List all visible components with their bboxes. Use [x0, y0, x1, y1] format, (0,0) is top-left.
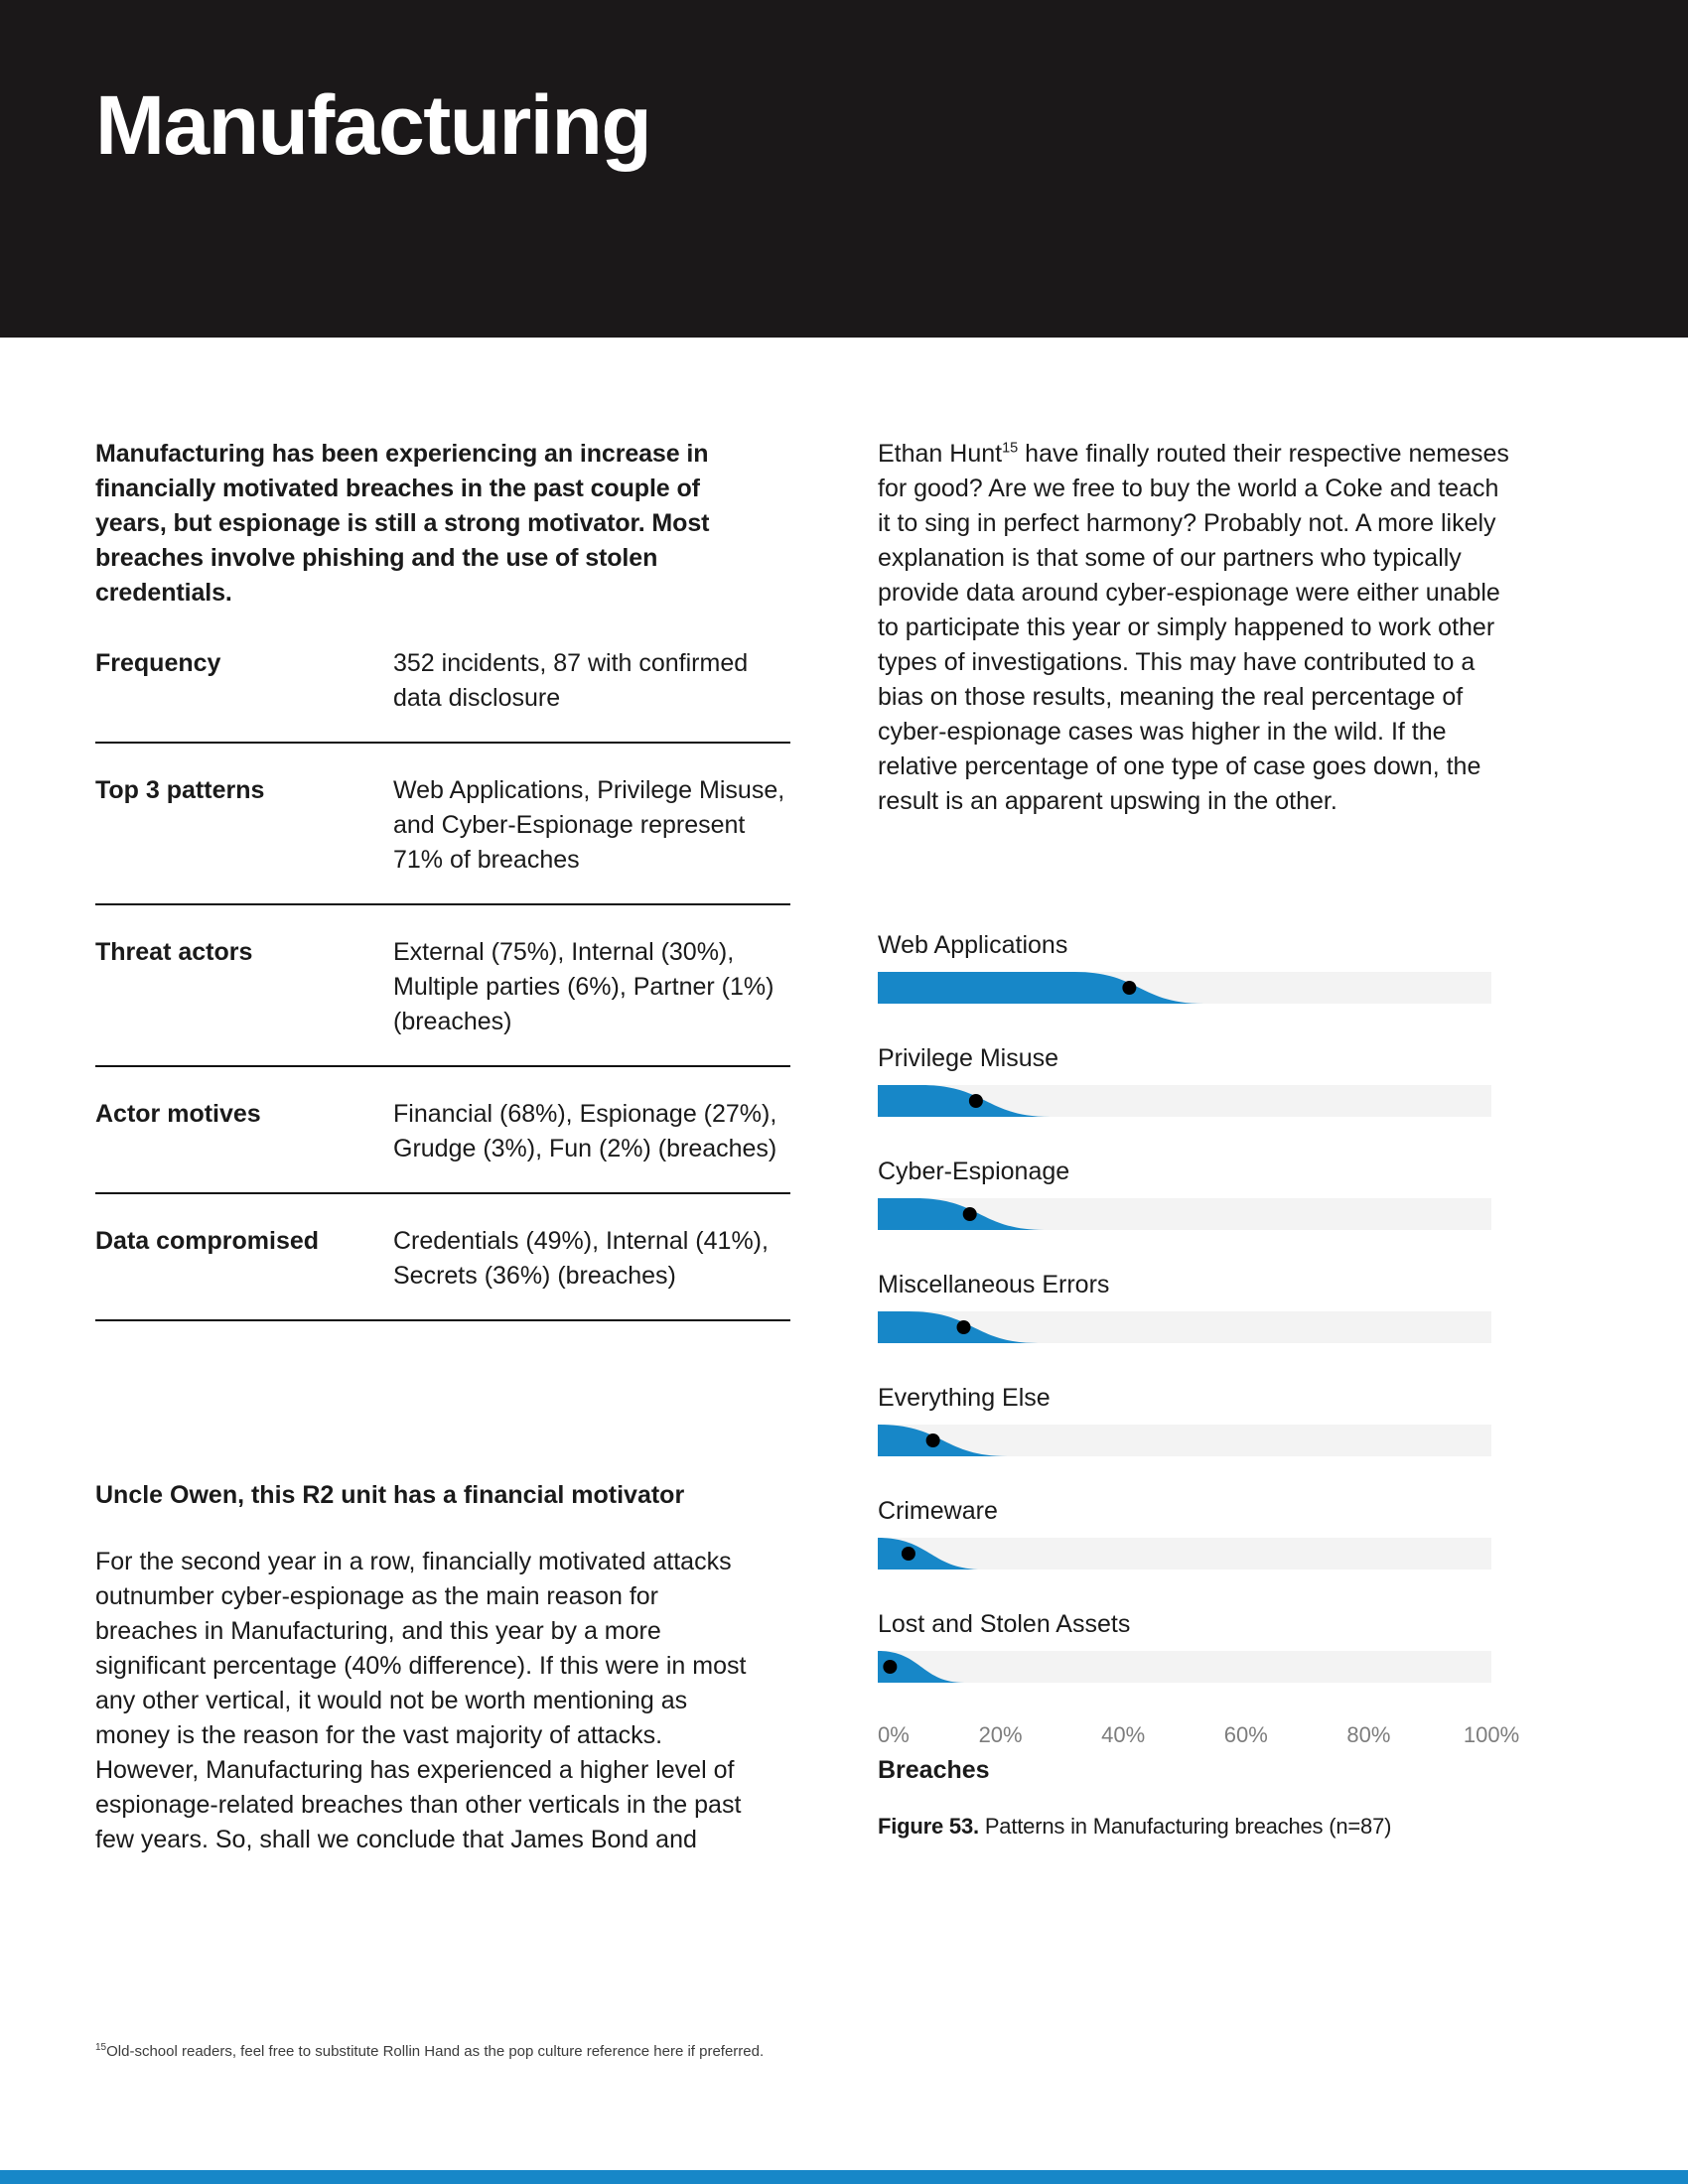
pattern-bar — [878, 1651, 1491, 1683]
summary-table-row: Data compromised Credentials (49%), Inter… — [95, 1194, 790, 1321]
footnote-reference: 15 — [1002, 440, 1019, 457]
section-heading: Uncle Owen, this R2 unit has a financial… — [95, 1481, 685, 1509]
content-area: Manufacturing has been experiencing an i… — [0, 338, 1688, 1857]
summary-row-label: Threat actors — [95, 938, 253, 966]
x-axis-ticks: 0% 20% 40% 60% 80% 100% — [878, 1722, 1519, 1754]
summary-row-label: Actor motives — [95, 1100, 261, 1128]
intro-paragraph: Manufacturing has been experiencing an i… — [95, 440, 710, 607]
summary-row-label: Top 3 patterns — [95, 776, 265, 804]
pattern-bar — [878, 1538, 1491, 1570]
pattern-row: Everything Else — [878, 1383, 1513, 1456]
pattern-row: Privilege Misuse — [878, 1043, 1513, 1117]
column-gap — [790, 437, 878, 1857]
pattern-label: Everything Else — [878, 1384, 1051, 1412]
pattern-label: Lost and Stolen Assets — [878, 1610, 1131, 1638]
body-text: have finally routed their respective nem… — [878, 440, 1509, 815]
x-axis-tick: 60% — [1223, 1722, 1268, 1747]
summary-row-value: 352 incidents, 87 with confirmed data di… — [393, 649, 749, 712]
x-axis-label: Breaches — [878, 1756, 990, 1784]
page-banner: Manufacturing — [0, 0, 1688, 338]
x-axis-tick: 20% — [978, 1722, 1023, 1747]
continuation-paragraph: Ethan Hunt15 have finally routed their r… — [878, 437, 1513, 819]
summary-row-value: Credentials (49%), Internal (41%), Secre… — [393, 1227, 769, 1290]
bottom-accent-bar — [0, 2170, 1688, 2184]
x-axis-tick: 0% — [878, 1722, 910, 1747]
summary-row-value: External (75%), Internal (30%), Multiple… — [393, 938, 774, 1035]
pattern-row: Lost and Stolen Assets — [878, 1609, 1513, 1683]
patterns-bar-chart: Web Applications Privilege Misuse Cyber-Es… — [878, 930, 1513, 1683]
pattern-bar — [878, 972, 1491, 1004]
summary-table: Frequency 352 incidents, 87 with confirme… — [95, 646, 790, 1321]
pattern-row: Web Applications — [878, 930, 1513, 1004]
page-footnote: 15Old-school readers, feel free to subst… — [95, 2042, 765, 2061]
pattern-label: Cyber-Espionage — [878, 1158, 1070, 1185]
pattern-row: Cyber-Espionage — [878, 1157, 1513, 1230]
x-axis-tick: 80% — [1346, 1722, 1391, 1747]
summary-row-value: Web Applications, Privilege Misuse, and … — [393, 776, 785, 874]
x-axis-tick: 40% — [1101, 1722, 1146, 1747]
pattern-bar — [878, 1198, 1491, 1230]
summary-row-value: Financial (68%), Espionage (27%), Grudge… — [393, 1100, 777, 1162]
pattern-row: Miscellaneous Errors — [878, 1270, 1513, 1343]
left-column: Manufacturing has been experiencing an i… — [95, 437, 790, 1857]
x-axis-tick: 100% — [1463, 1722, 1520, 1747]
summary-table-row: Threat actors External (75%), Internal (3… — [95, 905, 790, 1067]
figure-caption-number: Figure 53. — [878, 1814, 979, 1839]
summary-table-row: Frequency 352 incidents, 87 with confirme… — [95, 646, 790, 744]
footnote-marker: 15 — [95, 2042, 107, 2053]
pattern-bar — [878, 1311, 1491, 1343]
body-text: Ethan Hunt — [878, 440, 1003, 468]
pattern-row: Crimeware — [878, 1496, 1513, 1570]
section-body-paragraph: For the second year in a row, financiall… — [95, 1548, 747, 1853]
pattern-label: Web Applications — [878, 931, 1068, 959]
pattern-bar — [878, 1425, 1491, 1456]
footnote-text: Old-school readers, feel free to substit… — [106, 2043, 765, 2060]
pattern-label: Crimeware — [878, 1497, 998, 1525]
right-column: Ethan Hunt15 have finally routed their r… — [878, 437, 1519, 1857]
pattern-label: Privilege Misuse — [878, 1044, 1059, 1072]
summary-table-row: Top 3 patterns Web Applications, Privileg… — [95, 744, 790, 905]
figure-caption-text: Patterns in Manufacturing breaches (n=87… — [978, 1814, 1392, 1839]
pattern-label: Miscellaneous Errors — [878, 1271, 1110, 1298]
summary-row-label: Frequency — [95, 649, 221, 677]
page-title: Manufacturing — [95, 78, 652, 172]
pattern-bar — [878, 1085, 1491, 1117]
figure-caption: Figure 53. Patterns in Manufacturing bre… — [878, 1813, 1513, 1841]
summary-row-label: Data compromised — [95, 1227, 320, 1255]
summary-table-row: Actor motives Financial (68%), Espionage … — [95, 1067, 790, 1194]
